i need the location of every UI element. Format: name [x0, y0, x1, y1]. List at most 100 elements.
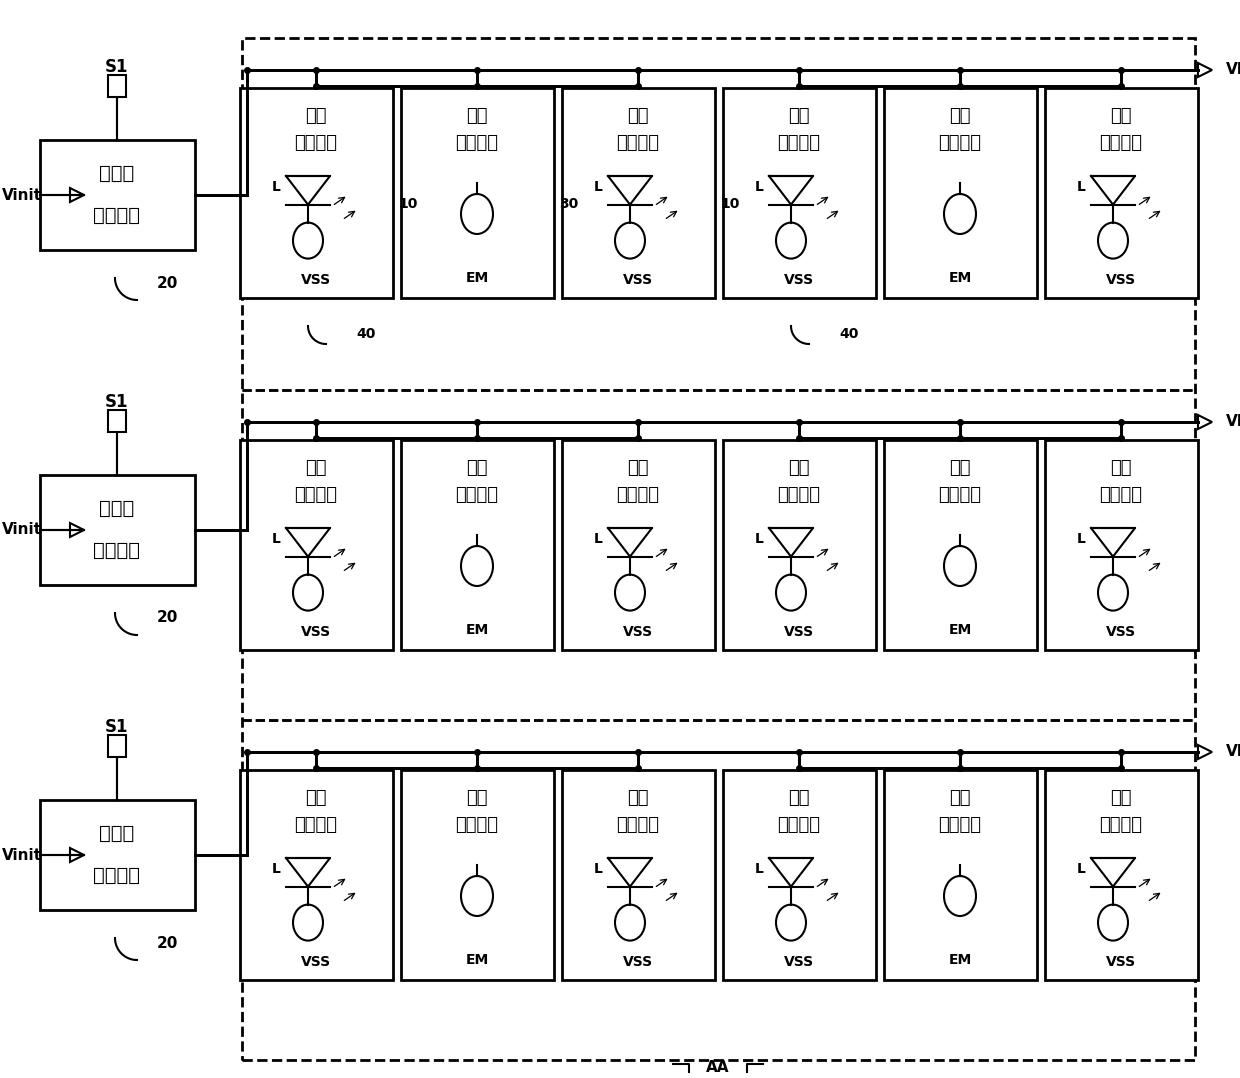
Text: L: L [272, 180, 281, 194]
Bar [1045, 440, 1198, 650]
Text: S1: S1 [105, 58, 129, 77]
Text: VSS: VSS [622, 273, 653, 287]
Text: 像素: 像素 [789, 459, 810, 476]
Bar [401, 770, 554, 980]
Text: 像素: 像素 [789, 107, 810, 125]
Text: VDD: VDD [1226, 63, 1240, 78]
Text: L: L [1078, 180, 1086, 194]
Bar [884, 88, 1037, 298]
Text: EM: EM [465, 953, 489, 967]
Text: VSS: VSS [784, 955, 815, 969]
Bar [723, 440, 875, 650]
Bar [108, 410, 126, 432]
Text: 20: 20 [157, 276, 179, 290]
Text: EM: EM [949, 623, 972, 637]
Text: 补偿电路: 补偿电路 [1100, 134, 1142, 152]
Bar [884, 770, 1037, 980]
Text: S1: S1 [105, 718, 129, 736]
Text: 像素: 像素 [627, 107, 649, 125]
Bar [723, 770, 875, 980]
Bar [562, 440, 715, 650]
Bar [401, 88, 554, 298]
Text: VSS: VSS [1106, 273, 1136, 287]
Text: 40: 40 [839, 327, 858, 341]
Text: EM: EM [465, 623, 489, 637]
Text: 补偿电路: 补偿电路 [777, 486, 821, 505]
Text: EM: EM [949, 271, 972, 285]
Text: VSS: VSS [1106, 625, 1136, 639]
Text: 初始化: 初始化 [99, 498, 135, 517]
Text: 补偿电路: 补偿电路 [777, 816, 821, 834]
Text: 控制电路: 控制电路 [939, 816, 982, 834]
Bar [723, 88, 875, 298]
Text: L: L [1078, 862, 1086, 876]
Text: 补偿电路: 补偿电路 [1100, 486, 1142, 505]
Text: 补偿电路: 补偿电路 [295, 486, 337, 505]
Bar [40, 475, 195, 585]
Text: 像素: 像素 [305, 107, 327, 125]
Text: 像素: 像素 [1110, 459, 1132, 476]
Text: L: L [272, 862, 281, 876]
Text: 控制电路: 控制电路 [93, 206, 140, 224]
Bar [108, 735, 126, 757]
Bar [884, 440, 1037, 650]
Text: 像素: 像素 [627, 459, 649, 476]
Bar [562, 770, 715, 980]
Text: 控制电路: 控制电路 [939, 486, 982, 505]
Text: L: L [594, 533, 603, 545]
Text: 电压: 电压 [950, 789, 971, 807]
Text: 像素: 像素 [305, 789, 327, 807]
Bar [1045, 88, 1198, 298]
Text: L: L [755, 533, 764, 545]
Bar [241, 88, 393, 298]
Text: Vinit: Vinit [2, 847, 42, 862]
Text: 30: 30 [559, 196, 578, 210]
Text: VSS: VSS [1106, 955, 1136, 969]
Text: 初始化: 初始化 [99, 164, 135, 182]
Text: Vinit: Vinit [2, 188, 42, 203]
Text: VSS: VSS [622, 625, 653, 639]
Text: 控制电路: 控制电路 [93, 540, 140, 559]
Text: VSS: VSS [301, 625, 331, 639]
Text: 20: 20 [157, 610, 179, 625]
Bar [562, 88, 715, 298]
Text: 控制电路: 控制电路 [93, 866, 140, 885]
Text: 电压: 电压 [466, 459, 487, 476]
Text: 像素: 像素 [305, 459, 327, 476]
Text: 电压: 电压 [950, 107, 971, 125]
Text: 像素: 像素 [1110, 789, 1132, 807]
Text: EM: EM [465, 271, 489, 285]
Text: 10: 10 [720, 196, 739, 210]
Text: 10: 10 [398, 196, 418, 210]
Text: L: L [755, 862, 764, 876]
Text: 40: 40 [356, 327, 376, 341]
Text: VDD: VDD [1226, 745, 1240, 760]
Text: 电压: 电压 [950, 459, 971, 476]
Text: 控制电路: 控制电路 [939, 134, 982, 152]
Text: 像素: 像素 [1110, 107, 1132, 125]
Text: 补偿电路: 补偿电路 [777, 134, 821, 152]
Text: VDD: VDD [1226, 415, 1240, 429]
Text: 像素: 像素 [789, 789, 810, 807]
Text: 20: 20 [157, 936, 179, 951]
Text: L: L [1078, 533, 1086, 545]
Text: 补偿电路: 补偿电路 [1100, 816, 1142, 834]
Text: 控制电路: 控制电路 [455, 486, 498, 505]
Bar [40, 800, 195, 910]
Text: 补偿电路: 补偿电路 [616, 134, 660, 152]
Text: Vinit: Vinit [2, 523, 42, 538]
Text: EM: EM [949, 953, 972, 967]
Text: 补偿电路: 补偿电路 [616, 486, 660, 505]
Text: 补偿电路: 补偿电路 [295, 816, 337, 834]
Text: AA: AA [707, 1060, 730, 1075]
Text: VSS: VSS [301, 273, 331, 287]
Bar [241, 770, 393, 980]
Text: 控制电路: 控制电路 [455, 816, 498, 834]
Text: 像素: 像素 [627, 789, 649, 807]
Bar [108, 75, 126, 97]
Text: VSS: VSS [301, 955, 331, 969]
Text: L: L [272, 533, 281, 545]
Text: 初始化: 初始化 [99, 824, 135, 843]
Bar [1045, 770, 1198, 980]
Bar [40, 140, 195, 250]
